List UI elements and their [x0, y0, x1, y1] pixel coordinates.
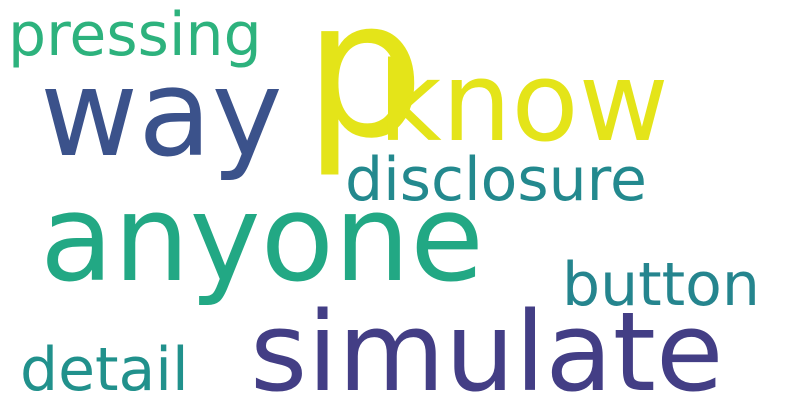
word-disclosure: disclosure [345, 145, 647, 215]
word-way: way [40, 45, 283, 184]
word-simulate: simulate [250, 288, 724, 400]
word-detail: detail [20, 335, 189, 400]
word-button: button [562, 250, 760, 320]
word-p: p [304, 0, 425, 180]
word-pressing: pressing [8, 0, 262, 70]
word-anyone: anyone [40, 170, 484, 309]
word-know: know [378, 38, 669, 166]
